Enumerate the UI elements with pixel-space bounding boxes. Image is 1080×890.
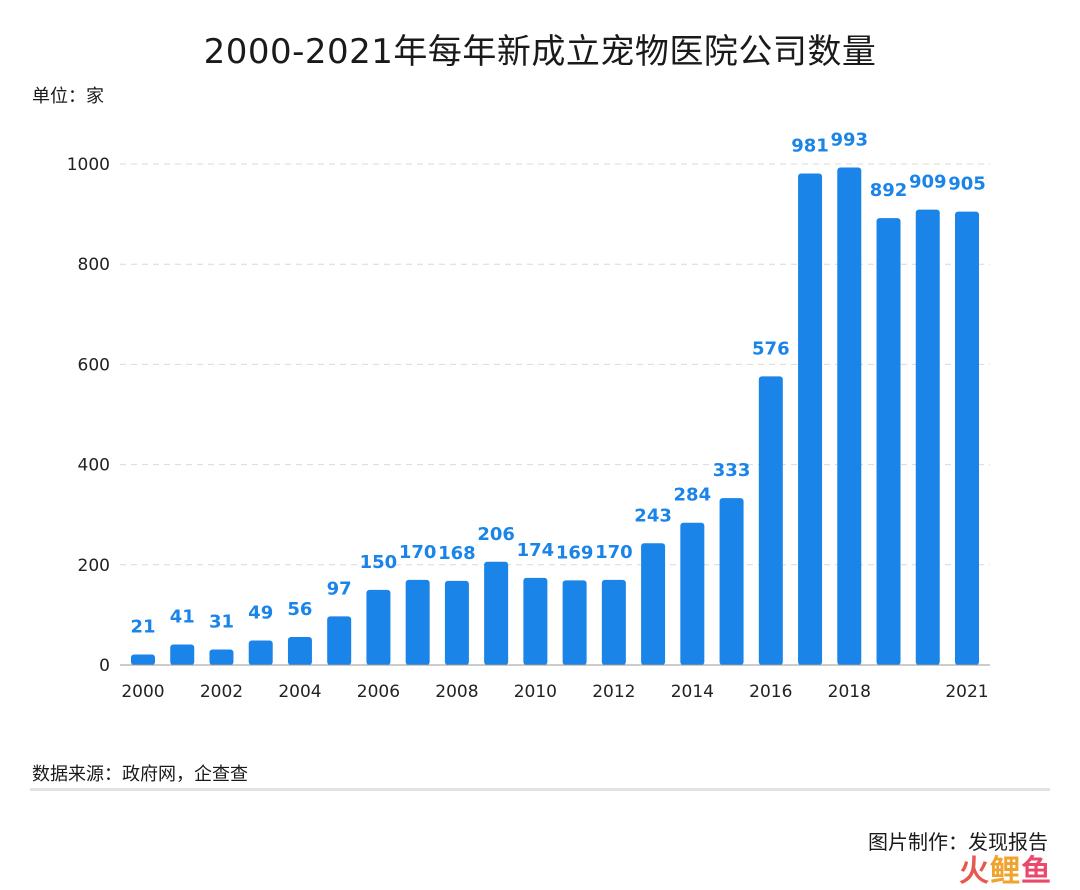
bar-2005 bbox=[327, 616, 352, 665]
data-label-2001: 41 bbox=[170, 606, 195, 627]
y-tick-label: 0 bbox=[99, 656, 110, 676]
bar-2001 bbox=[170, 644, 195, 665]
data-source: 数据来源：政府网，企查查 bbox=[32, 764, 248, 785]
bar-2016 bbox=[758, 376, 783, 665]
data-label-2019: 892 bbox=[870, 180, 908, 201]
bar-2010 bbox=[523, 577, 548, 665]
x-tick-label: 2006 bbox=[357, 682, 400, 702]
bar-2000 bbox=[131, 654, 155, 665]
x-tick-label: 2016 bbox=[749, 682, 792, 702]
x-tick-label: 2012 bbox=[592, 682, 635, 702]
watermark-part-3: 鱼 bbox=[1021, 854, 1052, 889]
y-tick-label: 800 bbox=[78, 255, 110, 275]
unit-label: 单位：家 bbox=[32, 86, 104, 107]
chart-title: 2000-2021年每年新成立宠物医院公司数量 bbox=[203, 32, 877, 72]
watermark-logo: 火鲤鱼 bbox=[959, 846, 1052, 890]
bar-2013 bbox=[641, 543, 666, 665]
x-tick-label: 2004 bbox=[278, 682, 321, 702]
y-tick-label: 1000 bbox=[67, 155, 110, 175]
data-label-2017: 981 bbox=[791, 136, 829, 157]
bar-2004 bbox=[287, 636, 312, 665]
data-label-2009: 206 bbox=[477, 524, 515, 545]
bar-2007 bbox=[405, 579, 430, 665]
y-tick-label: 600 bbox=[78, 355, 110, 375]
x-axis: 2000 2002 2004 2006 2008 2010 2012 2014 2016 2018… bbox=[120, 664, 990, 702]
data-label-2008: 168 bbox=[438, 543, 476, 564]
data-label-2015: 333 bbox=[713, 460, 751, 481]
y-tick-label: 200 bbox=[78, 556, 110, 576]
bar-2009 bbox=[484, 561, 509, 665]
bar-2011 bbox=[562, 580, 587, 665]
bar-2008 bbox=[444, 580, 469, 665]
image-credit: 图片制作：发现报告 bbox=[868, 830, 1048, 854]
y-tick-label: 400 bbox=[78, 456, 110, 476]
data-label-2002: 31 bbox=[209, 611, 234, 632]
data-label-2014: 284 bbox=[674, 485, 712, 506]
data-label-2016: 576 bbox=[752, 338, 790, 359]
divider bbox=[30, 788, 1050, 791]
bars bbox=[131, 167, 979, 666]
bar-2017 bbox=[798, 173, 823, 666]
watermark-part-2: 鲤 bbox=[990, 854, 1021, 889]
data-label-2012: 170 bbox=[595, 542, 633, 563]
bar-2006 bbox=[366, 589, 391, 665]
data-label-2006: 150 bbox=[360, 552, 398, 573]
bar-2021 bbox=[955, 211, 979, 665]
data-label-2000: 21 bbox=[130, 616, 155, 637]
data-label-2011: 169 bbox=[556, 542, 594, 563]
data-label-2007: 170 bbox=[399, 542, 437, 563]
data-label-2004: 56 bbox=[287, 599, 312, 620]
data-label-2005: 97 bbox=[327, 578, 352, 599]
data-label-2021: 905 bbox=[948, 174, 986, 195]
grid-lines bbox=[120, 163, 990, 566]
data-label-2020: 909 bbox=[909, 172, 947, 193]
x-tick-label: 2018 bbox=[828, 682, 871, 702]
bar-2003 bbox=[248, 640, 273, 665]
x-tick-label: 2010 bbox=[514, 682, 557, 702]
x-tick-label: 2000 bbox=[121, 682, 164, 702]
data-label-2018: 993 bbox=[830, 130, 868, 151]
data-label-2010: 174 bbox=[517, 540, 555, 561]
bar-2018 bbox=[837, 167, 862, 665]
y-axis: 0 200 400 600 800 1000 bbox=[67, 155, 110, 676]
x-tick-label: 2002 bbox=[200, 682, 243, 702]
data-label-2013: 243 bbox=[634, 505, 672, 526]
bar-2002 bbox=[209, 649, 234, 665]
x-tick-label: 2014 bbox=[671, 682, 714, 702]
watermark-part-1: 火 bbox=[959, 854, 990, 889]
bar-2020 bbox=[915, 209, 940, 665]
x-tick-label: 2008 bbox=[435, 682, 478, 702]
bar-2014 bbox=[680, 522, 705, 665]
bar-2012 bbox=[601, 579, 626, 665]
x-tick-label: 2021 bbox=[945, 682, 988, 702]
bar-2015 bbox=[719, 498, 744, 665]
data-label-2003: 49 bbox=[248, 602, 273, 623]
bar-2019 bbox=[876, 218, 901, 665]
